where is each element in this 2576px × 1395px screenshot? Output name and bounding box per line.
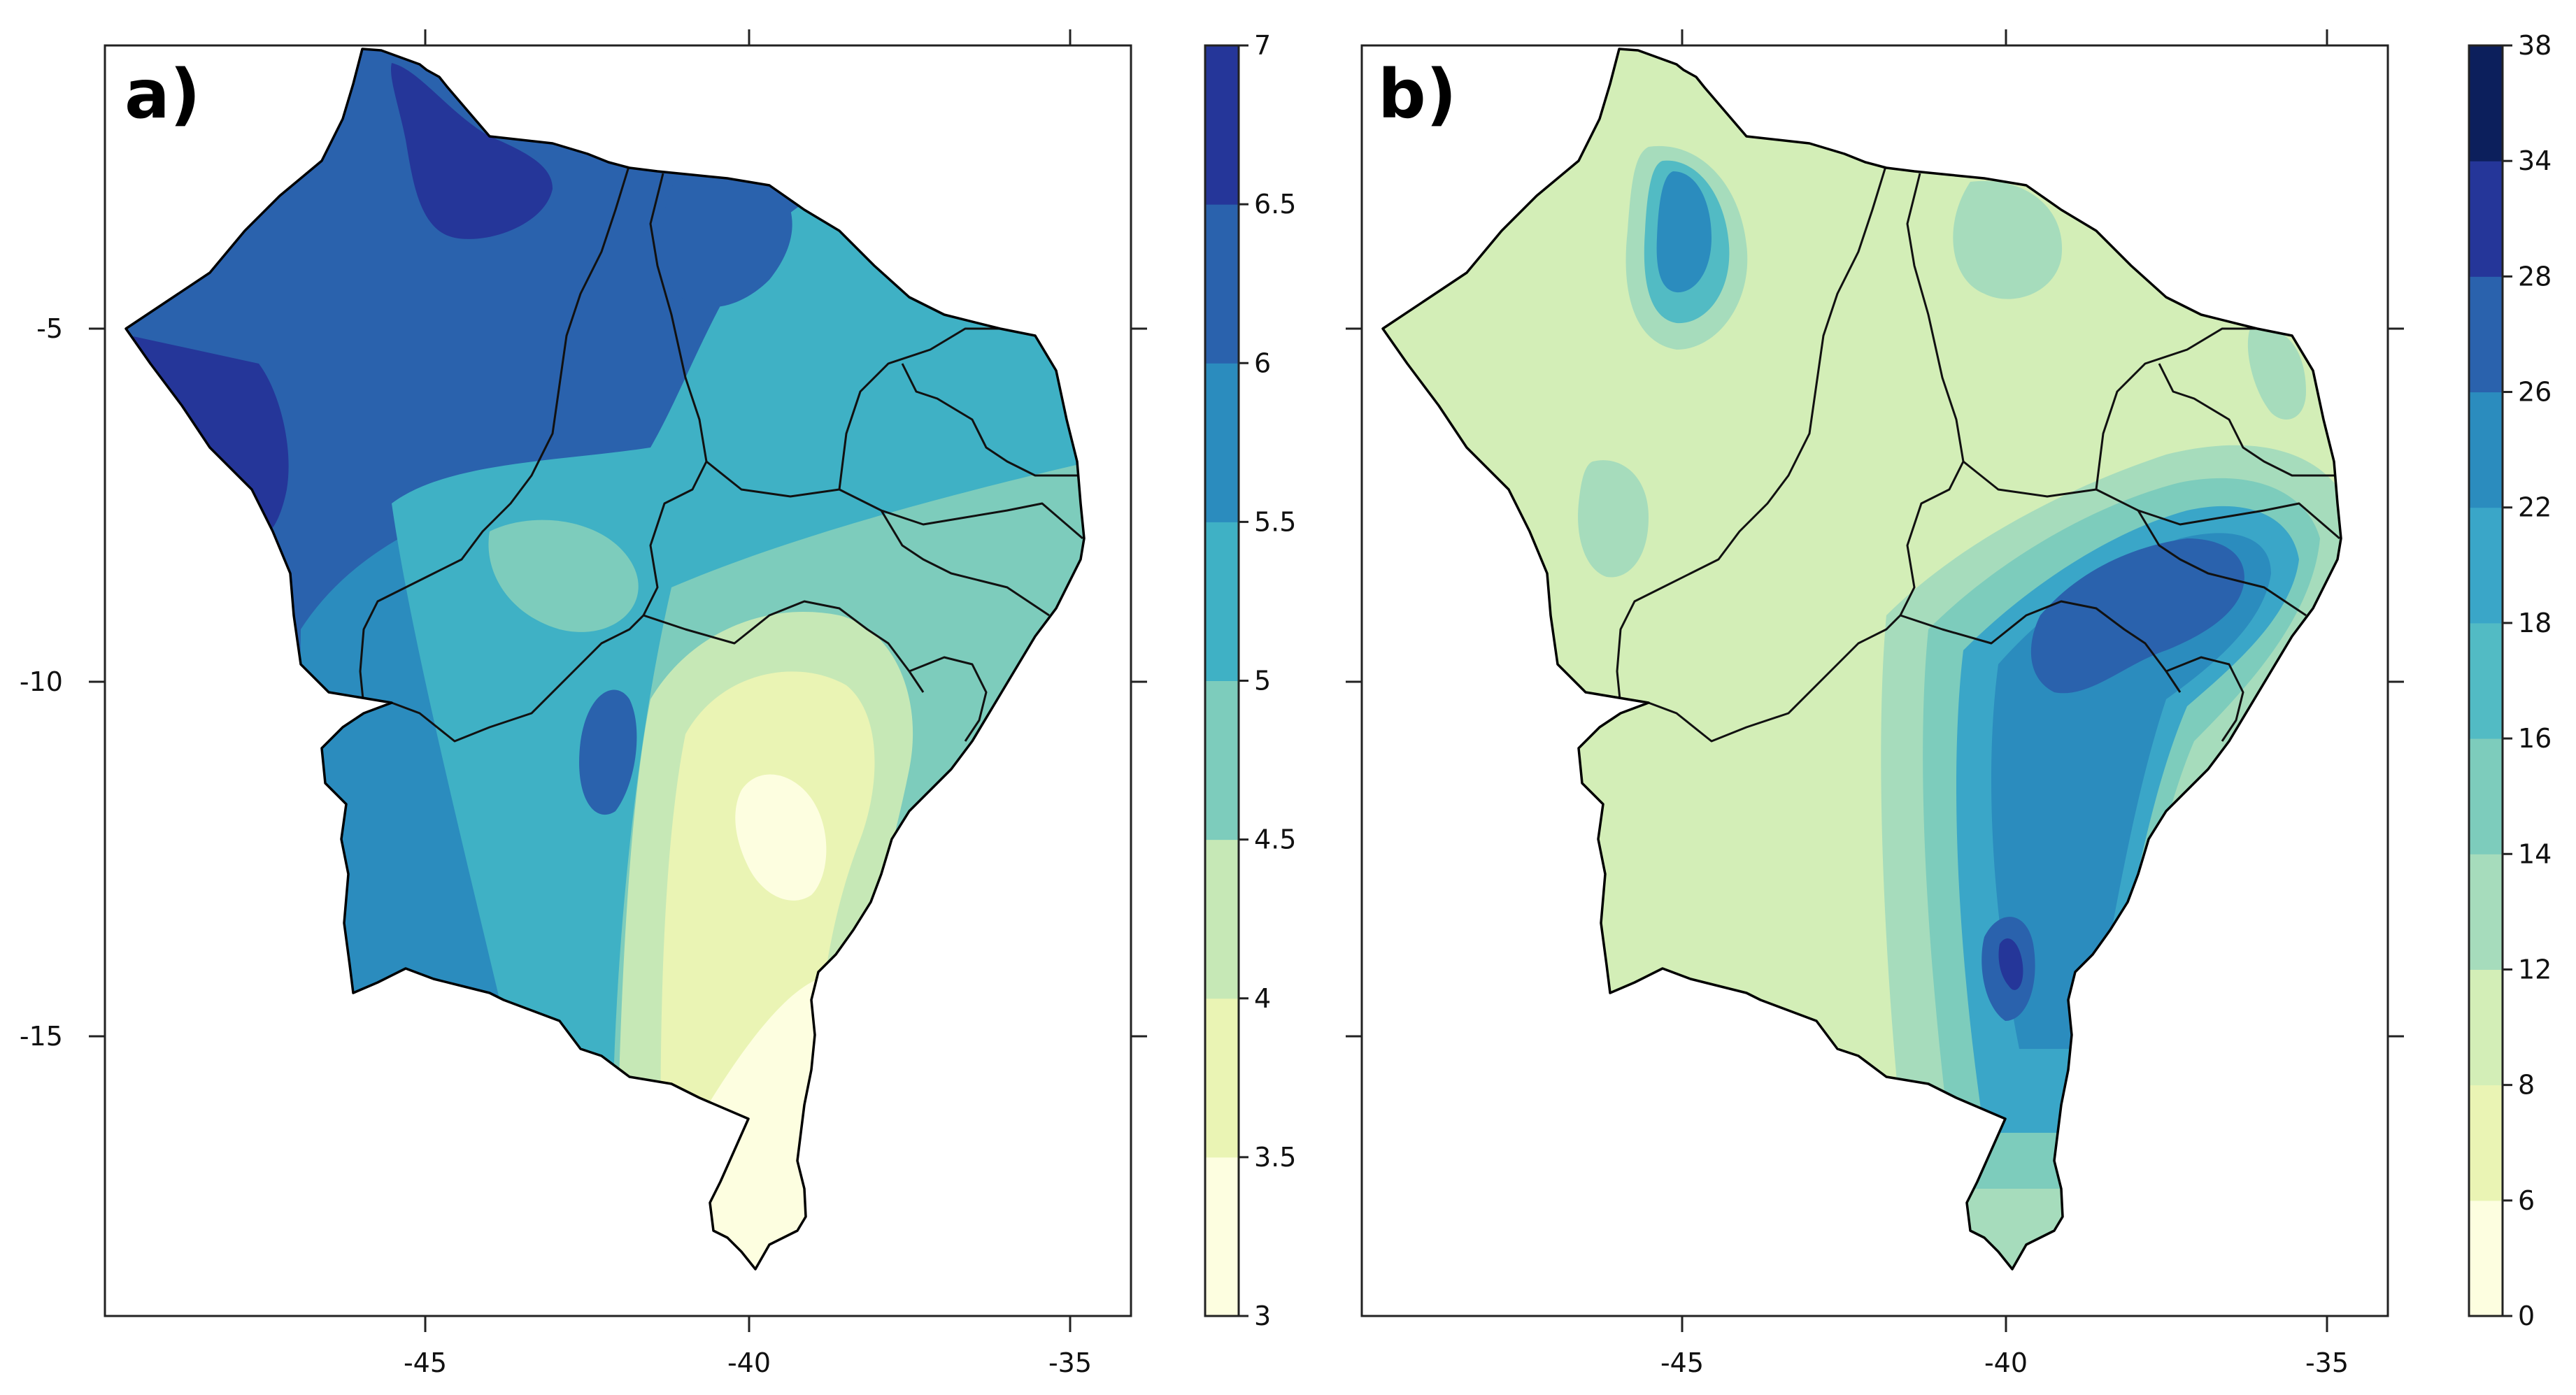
- colorbar-segment: [1205, 998, 1239, 1158]
- colorbar-segment: [2469, 392, 2503, 508]
- colorbar-label: 38: [2518, 30, 2552, 61]
- band-region-b: [1998, 938, 2023, 990]
- state-boundary: [901, 363, 1077, 477]
- colorbar-segment: [2469, 1085, 2503, 1201]
- colorbar-segment: [2469, 622, 2503, 739]
- colorbar-segment: [2469, 969, 2503, 1086]
- colorbar-segment: [2469, 45, 2503, 162]
- band-region-a: [735, 774, 827, 901]
- colorbar-segment: [2469, 1200, 2503, 1317]
- x-tick-label: -45: [1660, 1347, 1704, 1378]
- contour-map-a: [126, 49, 1084, 1269]
- colorbar-label: 6.5: [1254, 189, 1296, 220]
- y-ticks-a: [89, 327, 1147, 1038]
- contour-map-b: [1383, 49, 2341, 1269]
- colorbar-label: 26: [2518, 377, 2552, 408]
- colorbar-segment: [2469, 161, 2503, 277]
- colorbar-label: 3: [1254, 1301, 1271, 1331]
- band-region-b: [1578, 460, 1649, 578]
- colorbar-label: 6: [2518, 1185, 2535, 1216]
- colorbar-label: 12: [2518, 954, 2552, 985]
- x-tick-label: -40: [727, 1347, 771, 1378]
- colorbar-label: 4: [1254, 983, 1271, 1014]
- state-boundary: [880, 510, 1050, 617]
- state-boundary: [642, 173, 708, 616]
- state-boundary: [1963, 460, 2340, 540]
- state-boundary: [2165, 656, 2244, 742]
- x-tick-label: -45: [404, 1347, 447, 1378]
- colorbar-a: 3 3.5 4 4.5 5 5.5 6 6.5 7: [1204, 30, 1296, 1331]
- panel-label-b: b): [1378, 55, 1457, 134]
- x-tick-label: -35: [2305, 1347, 2349, 1378]
- colorbar-label: 0: [2518, 1301, 2535, 1331]
- x-tick-label: -40: [1984, 1347, 2028, 1378]
- panel-b: -45 -40 -35: [1346, 29, 2552, 1378]
- colorbar-segment: [2469, 854, 2503, 970]
- colorbar-label: 8: [2518, 1070, 2535, 1101]
- panel-a: -45 -40 -35 -5 -10 -15: [20, 29, 1296, 1378]
- x-ticks-a: [424, 29, 1072, 1332]
- y-tick-label: -5: [36, 313, 63, 344]
- band-region-a: [579, 689, 637, 815]
- state-boundary: [359, 164, 631, 707]
- colorbar-segment: [1205, 522, 1239, 681]
- colorbar-segment: [1205, 204, 1239, 364]
- state-boundaries-a: [328, 164, 1083, 743]
- colorbar-label: 5.5: [1254, 506, 1296, 537]
- colorbar-label: 3.5: [1254, 1142, 1296, 1173]
- colorbar-frame: [2468, 44, 2504, 1317]
- band-region-a: [391, 63, 553, 239]
- colorbar-label: 7: [1254, 30, 1271, 61]
- colorbar-segment: [2469, 276, 2503, 393]
- state-boundary: [2095, 327, 2257, 490]
- state-boundary: [838, 327, 1000, 490]
- band-region-b: [1426, 180, 1467, 222]
- y-tick-label: -15: [20, 1021, 63, 1052]
- colorbar-label: 14: [2518, 838, 2552, 869]
- band-region-b: [1656, 171, 1712, 293]
- state-boundary: [1900, 600, 2182, 693]
- band-region-b: [2247, 327, 2306, 420]
- state-boundary: [909, 656, 988, 742]
- x-tick-label: -35: [1048, 1347, 1092, 1378]
- colorbar-segment: [1205, 680, 1239, 840]
- state-boundary: [706, 460, 1083, 540]
- state-boundary: [2137, 510, 2307, 617]
- colorbar-label: 5: [1254, 666, 1271, 696]
- colorbar-label: 4.5: [1254, 824, 1296, 855]
- colorbar-b: 0 6 8 12 14 16 18 22 26 28 34 38: [2468, 30, 2552, 1331]
- colorbar-label: 18: [2518, 608, 2552, 638]
- colorbar-label: 28: [2518, 261, 2552, 292]
- x-ticks-b: [1681, 29, 2328, 1332]
- state-boundary: [1585, 614, 1902, 743]
- colorbar-segment: [2469, 738, 2503, 854]
- colorbar-label: 34: [2518, 145, 2552, 176]
- state-boundaries-b: [1585, 164, 2340, 743]
- colorbar-segment: [1205, 363, 1239, 522]
- band-region-a: [662, 160, 792, 308]
- state-boundary: [1899, 173, 1965, 616]
- state-boundary: [643, 600, 925, 693]
- band-region-b: [2030, 538, 2244, 694]
- colorbar-label: 16: [2518, 723, 2552, 754]
- colorbar-segment: [1205, 45, 1239, 205]
- y-ticks-b: [1346, 327, 2404, 1038]
- colorbar-segment: [2469, 507, 2503, 624]
- state-boundary: [2158, 363, 2334, 477]
- band-region-b: [1953, 180, 2063, 299]
- y-tick-label: -10: [20, 666, 63, 697]
- colorbar-segment: [1205, 839, 1239, 999]
- band-region-a: [488, 520, 639, 632]
- colorbar-segment: [1205, 1157, 1239, 1317]
- colorbar-label: 6: [1254, 348, 1271, 378]
- colorbar-label: 22: [2518, 492, 2552, 523]
- state-boundary: [328, 614, 645, 743]
- panel-label-a: a): [124, 55, 201, 134]
- state-boundary: [1616, 164, 1888, 707]
